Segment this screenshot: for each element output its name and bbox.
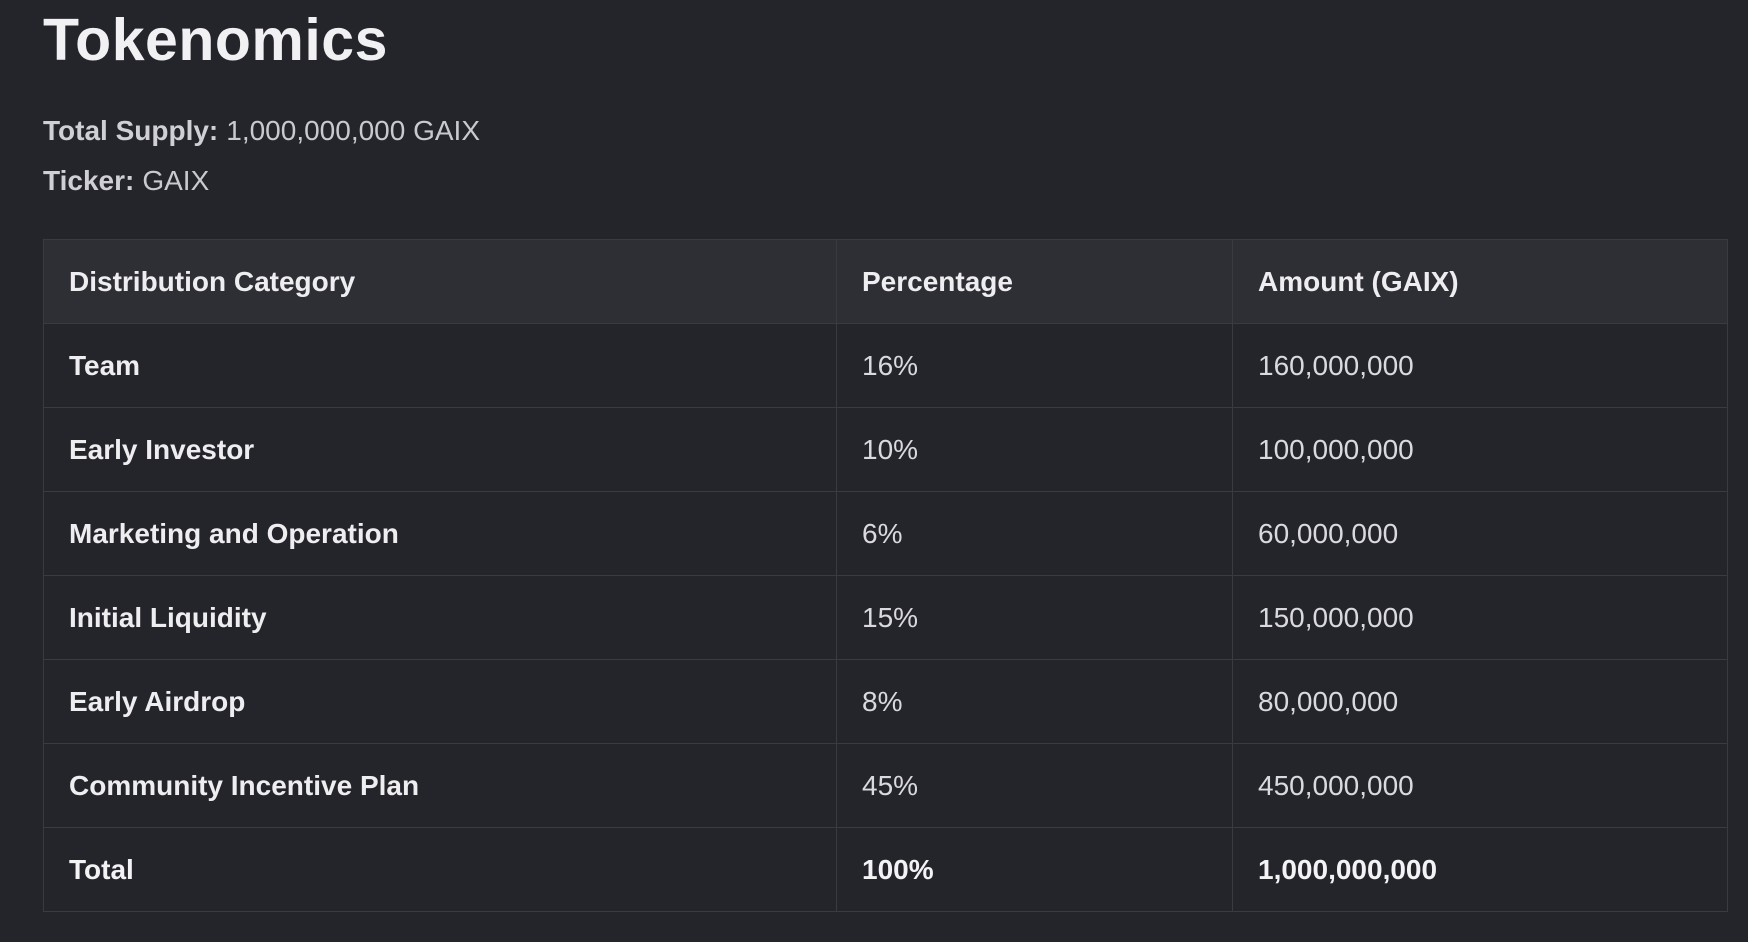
table-row: Marketing and Operation 6% 60,000,000 (43, 491, 1728, 576)
amount-cell: 450,000,000 (1232, 743, 1728, 828)
total-supply-value: 1,000,000,000 GAIX (226, 115, 480, 146)
category-cell: Early Airdrop (43, 659, 837, 744)
table-row: Team 16% 160,000,000 (43, 323, 1728, 408)
total-supply-line: Total Supply: 1,000,000,000 GAIX (43, 106, 1748, 156)
page-title: Tokenomics (43, 7, 388, 73)
amount-cell: 150,000,000 (1232, 575, 1728, 660)
category-cell: Marketing and Operation (43, 491, 837, 576)
amount-cell: 100,000,000 (1232, 407, 1728, 492)
table-row: Early Investor 10% 100,000,000 (43, 407, 1728, 492)
table-row: Early Airdrop 8% 80,000,000 (43, 659, 1728, 744)
percentage-cell: 10% (836, 407, 1233, 492)
table-row: Community Incentive Plan 45% 450,000,000 (43, 743, 1728, 828)
column-header-amount: Amount (GAIX) (1232, 239, 1728, 324)
token-meta: Total Supply: 1,000,000,000 GAIX Ticker: G… (43, 106, 1748, 206)
total-percentage-cell: 100% (836, 827, 1233, 912)
percentage-cell: 8% (836, 659, 1233, 744)
percentage-cell: 6% (836, 491, 1233, 576)
total-category-cell: Total (43, 827, 837, 912)
amount-cell: 160,000,000 (1232, 323, 1728, 408)
total-amount-cell: 1,000,000,000 (1232, 827, 1728, 912)
ticker-line: Ticker: GAIX (43, 156, 1748, 206)
distribution-table: Distribution Category Percentage Amount … (43, 239, 1728, 912)
category-cell: Early Investor (43, 407, 837, 492)
total-supply-label: Total Supply: (43, 115, 219, 146)
category-cell: Team (43, 323, 837, 408)
table-row: Initial Liquidity 15% 150,000,000 (43, 575, 1728, 660)
category-cell: Initial Liquidity (43, 575, 837, 660)
amount-cell: 60,000,000 (1232, 491, 1728, 576)
percentage-cell: 15% (836, 575, 1233, 660)
total-row: Total 100% 1,000,000,000 (43, 827, 1728, 912)
category-cell: Community Incentive Plan (43, 743, 837, 828)
amount-cell: 80,000,000 (1232, 659, 1728, 744)
column-header-percentage: Percentage (836, 239, 1233, 324)
ticker-label: Ticker: (43, 165, 135, 196)
percentage-cell: 45% (836, 743, 1233, 828)
table-header-row: Distribution Category Percentage Amount … (43, 239, 1728, 324)
percentage-cell: 16% (836, 323, 1233, 408)
ticker-value: GAIX (142, 165, 210, 196)
column-header-category: Distribution Category (43, 239, 837, 324)
